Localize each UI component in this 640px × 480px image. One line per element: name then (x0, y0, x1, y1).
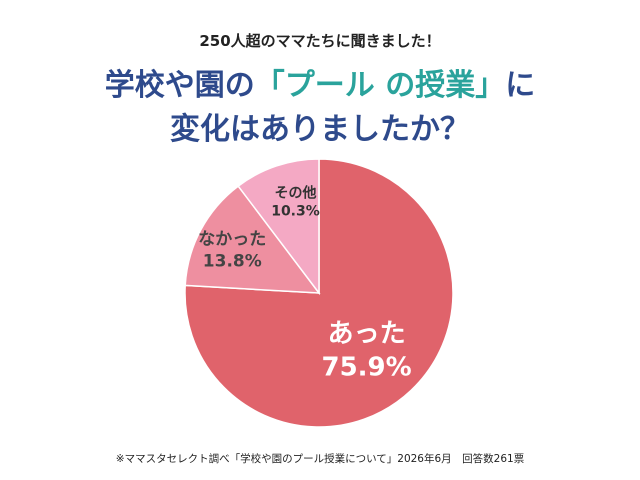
title-part-pre: 学校や園の (104, 68, 255, 103)
title-line-2: 変化はありましたか？ (170, 112, 470, 147)
survey-subtitle: 250人超のママたちに聞きました！ (199, 32, 441, 50)
slice-name-label-2: なかった (198, 230, 266, 250)
slice-name-label-3: その他 (275, 184, 317, 201)
pie-slices (184, 158, 454, 428)
pie-slice-2 (184, 185, 321, 294)
title-part-post: に (505, 68, 536, 103)
pie-slice-3 (237, 158, 320, 296)
slice-value-label-1: 75.9% (321, 353, 411, 383)
title-line-1: 学校や園の「プール の授業」に (0, 64, 640, 108)
footnote: ※ママスタセレクト調べ「学校や園のプール授業について」2026年6月 回答数26… (115, 453, 525, 465)
page-title: 学校や園の「プール の授業」に 変化はありましたか？ (0, 64, 640, 152)
slice-value-label-3: 10.3% (271, 204, 320, 220)
title-highlight: 「プール の授業」 (254, 68, 506, 103)
slice-value-label-2: 13.8% (203, 252, 262, 272)
slice-name-label-1: あった (328, 319, 406, 349)
